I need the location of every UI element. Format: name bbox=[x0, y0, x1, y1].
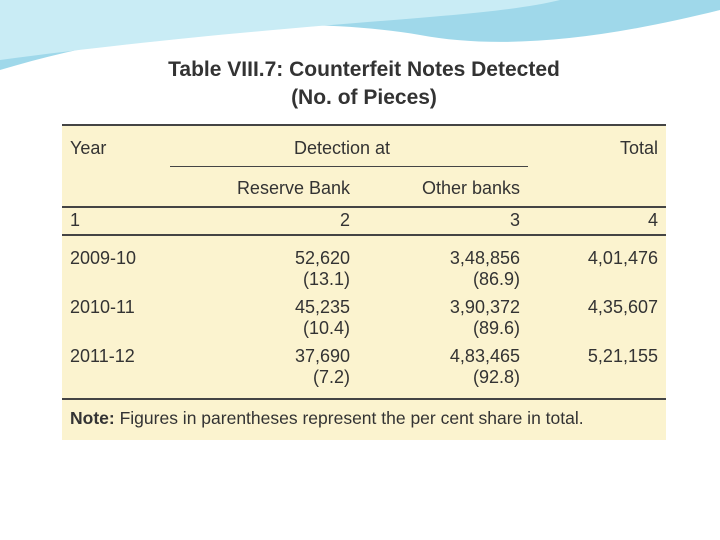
cell: 3,48,856 bbox=[449, 248, 520, 268]
header-cell: Detection at bbox=[294, 138, 391, 158]
cell: (86.9) bbox=[472, 269, 520, 289]
cell: (13.1) bbox=[302, 269, 350, 289]
rule bbox=[62, 206, 666, 208]
header-decoration bbox=[0, 0, 720, 70]
rule bbox=[62, 398, 666, 400]
cell: 2 bbox=[339, 210, 350, 230]
note-label: Note: bbox=[70, 408, 115, 428]
cell: 2011-12 bbox=[70, 346, 135, 366]
cell: 2009-10 bbox=[70, 248, 137, 268]
rule bbox=[62, 124, 666, 126]
wave-light bbox=[0, 0, 560, 60]
header-cell: Reserve Bank bbox=[236, 178, 350, 198]
cell: 52,620 bbox=[294, 248, 350, 268]
cell: 4,83,465 bbox=[449, 346, 520, 366]
cell: 5,21,155 bbox=[587, 346, 658, 366]
cell: 1 bbox=[70, 210, 81, 230]
cell: (89.6) bbox=[472, 318, 520, 338]
note-text: Figures in parentheses represent the per… bbox=[119, 408, 584, 428]
subtitle: (No. of Pieces) bbox=[291, 86, 437, 109]
cell: 4,01,476 bbox=[587, 248, 658, 268]
header-cell: Other banks bbox=[421, 178, 520, 198]
header-cell: Total bbox=[619, 138, 658, 158]
cell: 4 bbox=[647, 210, 658, 230]
note: Note: Figures in parentheses represent t… bbox=[70, 408, 584, 429]
cell: 37,690 bbox=[294, 346, 350, 366]
cell: (92.8) bbox=[472, 367, 520, 387]
cell: 45,235 bbox=[294, 297, 350, 317]
cell: 3,90,372 bbox=[449, 297, 520, 317]
cell: 2010-11 bbox=[70, 297, 135, 317]
title: Table VIII.7: Counterfeit Notes Detected bbox=[168, 58, 560, 81]
cell: 3 bbox=[509, 210, 520, 230]
table: Year Detection at Total Reserve Bank Oth… bbox=[62, 124, 666, 440]
rule bbox=[62, 234, 666, 236]
cell: 4,35,607 bbox=[587, 297, 658, 317]
header-cell: Year bbox=[70, 138, 107, 158]
rule bbox=[170, 166, 528, 167]
cell: (10.4) bbox=[302, 318, 350, 338]
cell: (7.2) bbox=[312, 367, 350, 387]
